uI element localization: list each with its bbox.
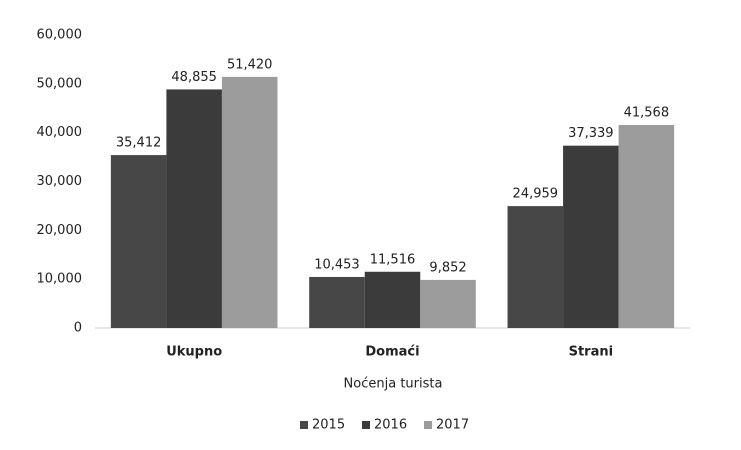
bar	[166, 89, 222, 329]
data-label: 35,412	[116, 136, 162, 151]
y-tick-label: 40,000	[37, 125, 83, 140]
bar	[221, 76, 278, 328]
legend-label: 2016	[374, 418, 407, 433]
bar	[309, 276, 365, 328]
y-tick-label: 20,000	[37, 223, 83, 238]
bar	[364, 271, 421, 328]
bar	[420, 279, 476, 328]
x-axis-label: Noćenja turista	[344, 377, 443, 392]
legend-swatch	[300, 421, 308, 429]
y-tick-label: 60,000	[37, 28, 83, 43]
y-tick-label: 30,000	[37, 174, 83, 189]
data-label: 9,852	[429, 260, 466, 275]
data-label: 41,568	[624, 106, 670, 121]
data-label: 10,453	[314, 257, 360, 272]
x-tick-label: Strani	[569, 345, 613, 360]
bar	[110, 155, 167, 328]
x-tick-label: Ukupno	[166, 345, 222, 360]
legend-label: 2015	[312, 418, 345, 433]
legend-swatch	[362, 421, 370, 429]
legend-swatch	[424, 421, 432, 429]
x-tick-label: Domaći	[365, 345, 419, 360]
data-label: 24,959	[513, 187, 559, 202]
data-label: 11,516	[370, 252, 416, 267]
data-label: 48,855	[171, 70, 217, 85]
y-tick-label: 50,000	[37, 76, 83, 91]
bar	[618, 125, 675, 328]
y-tick-label: 0	[74, 321, 82, 336]
legend-label: 2017	[436, 418, 469, 433]
y-tick-label: 10,000	[37, 272, 83, 287]
bar	[507, 206, 564, 328]
data-label: 37,339	[568, 126, 614, 141]
data-label: 51,420	[227, 57, 273, 72]
bar	[563, 145, 619, 328]
